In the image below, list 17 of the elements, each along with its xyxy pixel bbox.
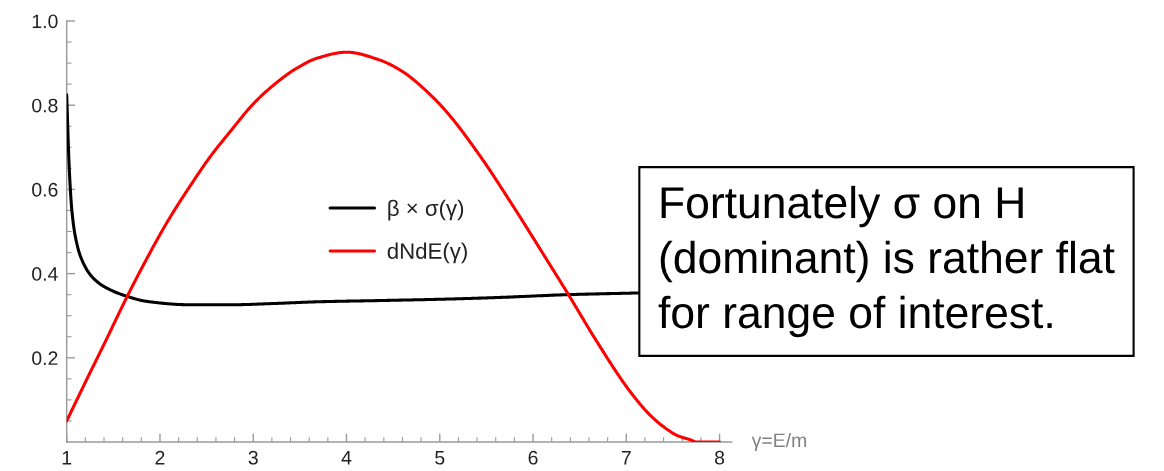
x-tick-label: 4: [341, 451, 352, 465]
annotation: Fortunately σ on H (dominant) is rather flat for range of interest.: [658, 185, 1115, 338]
x-axis-title: γ=E/m: [751, 432, 806, 452]
y-tick-label: 1.0: [32, 14, 58, 29]
x-tick-label: 8: [715, 450, 725, 465]
x-tick-label: 2: [155, 450, 165, 465]
x-tick-label: 1: [62, 451, 72, 465]
x-tick-label: 6: [528, 450, 538, 465]
x-tick-label: 5: [435, 451, 445, 465]
x-tick-label: 7: [621, 451, 631, 465]
x-tick-label: 3: [248, 450, 258, 465]
legend-label: β × σ(γ): [388, 199, 464, 221]
y-tick-label: 0.2: [32, 351, 58, 366]
y-tick-label: 0.4: [32, 267, 58, 281]
legend-label: dNdE(γ): [387, 242, 467, 264]
y-tick-label: 0.8: [32, 98, 58, 113]
y-tick-label: 0.6: [32, 182, 58, 197]
